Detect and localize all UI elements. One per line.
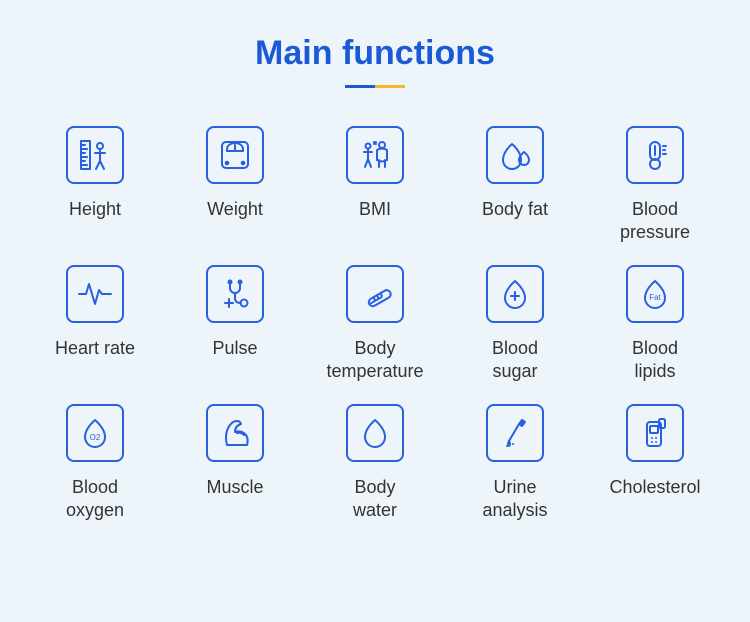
- function-item-body-temperature: Body temperature: [310, 265, 440, 382]
- function-label: Urine analysis: [482, 476, 547, 521]
- function-label: Height: [69, 198, 121, 238]
- body-fat-icon: [486, 126, 544, 184]
- function-item-cholesterol: Cholesterol: [590, 404, 720, 521]
- function-label: Heart rate: [55, 337, 135, 377]
- function-label: Body temperature: [326, 337, 423, 382]
- function-label: Pulse: [212, 337, 257, 377]
- title-underline: [30, 85, 720, 88]
- function-item-bmi: BMI: [310, 126, 440, 243]
- function-label: Muscle: [206, 476, 263, 516]
- function-label: Body water: [353, 476, 397, 521]
- function-item-pulse: Pulse: [170, 265, 300, 382]
- blood-oxygen-icon: [66, 404, 124, 462]
- heart-rate-icon: [66, 265, 124, 323]
- height-icon: [66, 126, 124, 184]
- blood-sugar-icon: [486, 265, 544, 323]
- bmi-icon: [346, 126, 404, 184]
- function-label: Blood pressure: [620, 198, 690, 243]
- infographic-page: Main functions Height Weight BMI Body fat Bl…: [0, 0, 750, 622]
- pulse-icon: [206, 265, 264, 323]
- function-item-body-water: Body water: [310, 404, 440, 521]
- function-item-heart-rate: Heart rate: [30, 265, 160, 382]
- function-item-blood-sugar: Blood sugar: [450, 265, 580, 382]
- function-label: Blood lipids: [632, 337, 678, 382]
- weight-icon: [206, 126, 264, 184]
- function-item-blood-pressure: Blood pressure: [590, 126, 720, 243]
- function-item-height: Height: [30, 126, 160, 243]
- functions-grid: Height Weight BMI Body fat Blood pressure Hea…: [30, 126, 720, 521]
- underline-segment-right: [375, 85, 405, 88]
- function-item-body-fat: Body fat: [450, 126, 580, 243]
- function-item-weight: Weight: [170, 126, 300, 243]
- body-temperature-icon: [346, 265, 404, 323]
- function-label: BMI: [359, 198, 391, 238]
- function-label: Blood sugar: [492, 337, 538, 382]
- underline-segment-left: [345, 85, 375, 88]
- cholesterol-icon: [626, 404, 684, 462]
- urine-analysis-icon: [486, 404, 544, 462]
- function-label: Blood oxygen: [66, 476, 124, 521]
- blood-pressure-icon: [626, 126, 684, 184]
- function-label: Cholesterol: [609, 476, 700, 516]
- function-item-muscle: Muscle: [170, 404, 300, 521]
- body-water-icon: [346, 404, 404, 462]
- function-label: Weight: [207, 198, 263, 238]
- function-item-blood-oxygen: Blood oxygen: [30, 404, 160, 521]
- function-item-blood-lipids: Blood lipids: [590, 265, 720, 382]
- muscle-icon: [206, 404, 264, 462]
- blood-lipids-icon: [626, 265, 684, 323]
- function-label: Body fat: [482, 198, 548, 238]
- page-title: Main functions: [30, 34, 720, 73]
- function-item-urine-analysis: Urine analysis: [450, 404, 580, 521]
